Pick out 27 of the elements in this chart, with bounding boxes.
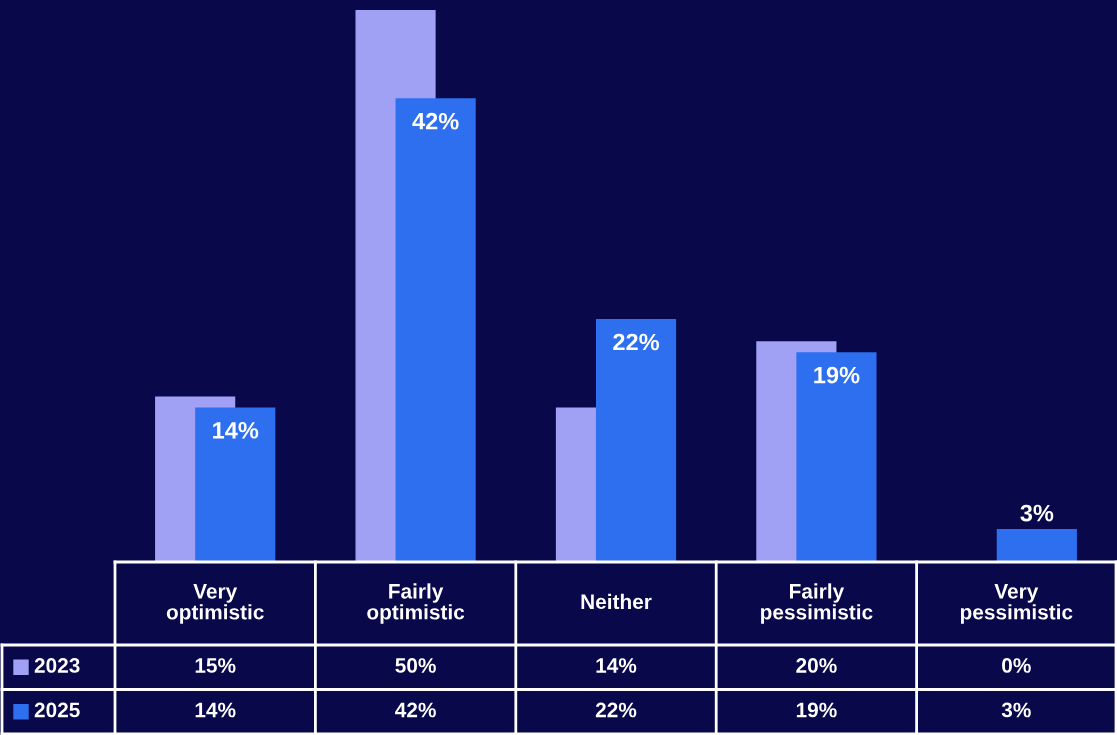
data-label: 0% [1002, 658, 1031, 673]
annotation: 19% [814, 366, 860, 384]
legend-label: 2025 [34, 702, 80, 718]
annotation: 14% [213, 422, 259, 439]
annotation: 3% [1020, 504, 1054, 522]
data-label: 14% [195, 702, 236, 718]
x-tick-label: Fairly optimistic [367, 583, 465, 624]
legend-label: 2023 [34, 658, 80, 673]
bar [195, 407, 276, 562]
bar [395, 98, 476, 562]
bar [595, 319, 677, 562]
annotation: 42% [412, 112, 459, 130]
data-label: 20% [796, 658, 837, 673]
x-tick-label: Fairly pessimistic [761, 583, 873, 624]
data-label: 14% [596, 658, 637, 673]
data-label: 3% [1001, 702, 1031, 718]
data-label: 50% [395, 658, 436, 673]
x-tick-label: Very pessimistic [960, 584, 1073, 624]
data-label: 22% [595, 702, 637, 718]
data-label: 19% [796, 702, 837, 718]
bar [796, 352, 877, 562]
data-label: 42% [395, 702, 436, 718]
x-tick-label: Very optimistic [166, 584, 264, 624]
x-tick-label: Neither [581, 593, 652, 610]
bar [996, 528, 1077, 562]
data-label: 15% [195, 658, 236, 673]
annotation: 22% [613, 333, 660, 351]
